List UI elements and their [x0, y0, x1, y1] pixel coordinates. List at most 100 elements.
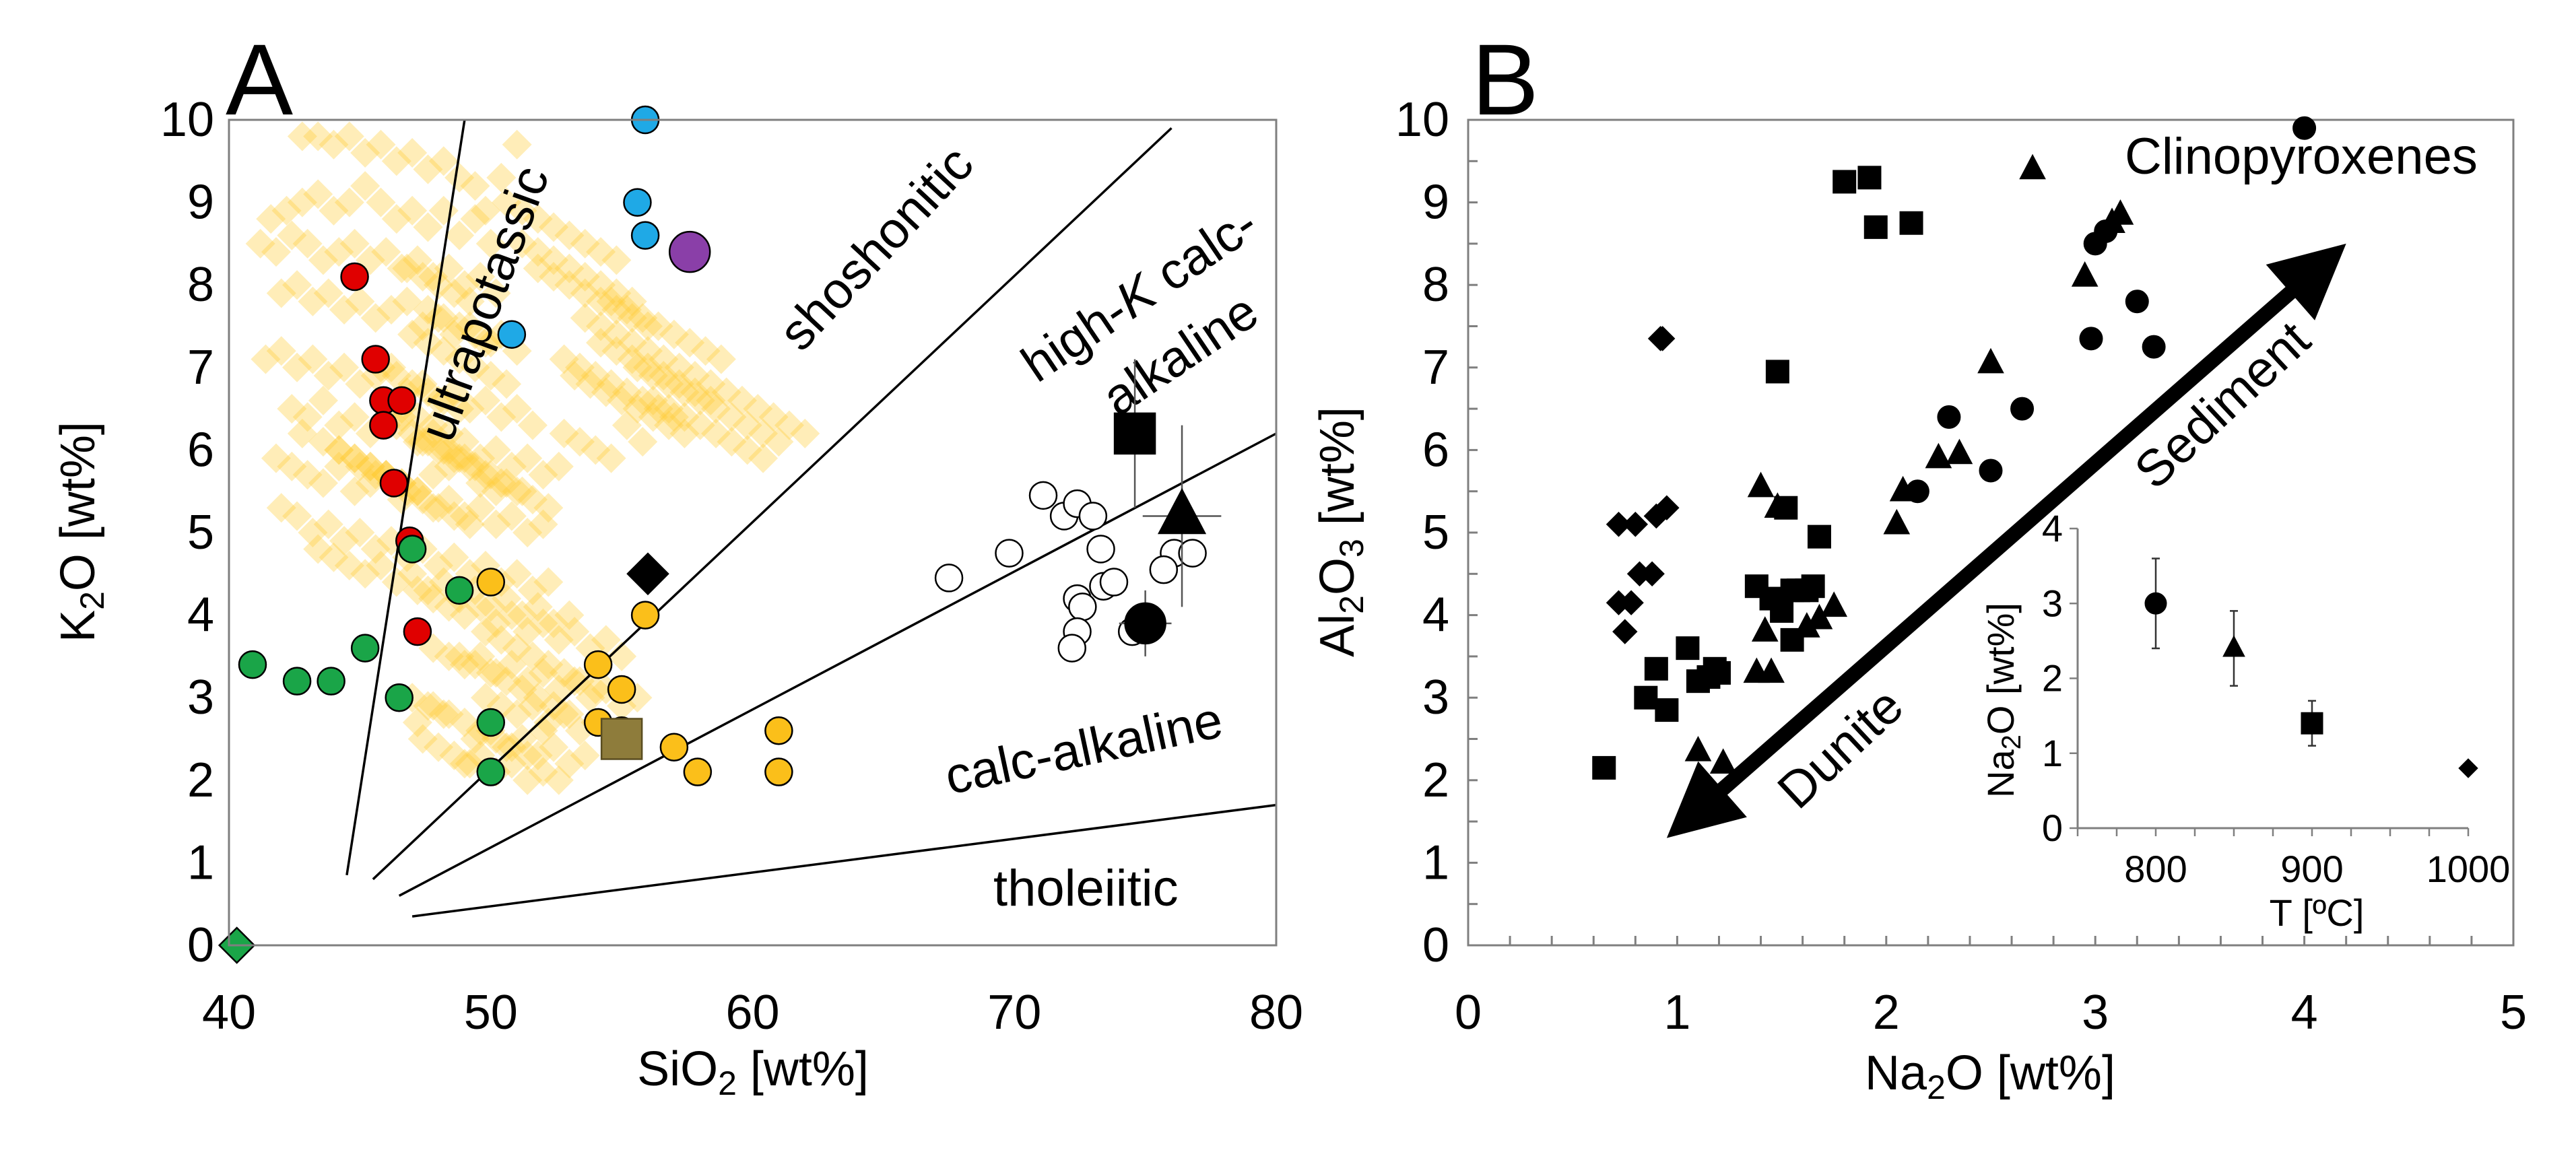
background-diamond: [402, 575, 432, 605]
point-orange-circles: [764, 716, 793, 745]
large-markers: [600, 230, 1222, 760]
background-diamond: [607, 641, 637, 671]
background-diamond: [392, 286, 422, 316]
background-diamond: [460, 451, 490, 481]
background-diamond: [439, 542, 469, 572]
background-diamond: [424, 732, 453, 762]
background-diamond: [533, 567, 564, 597]
background-diamond: [475, 460, 506, 490]
background-diamond: [271, 195, 302, 226]
background-diamond: [428, 435, 459, 465]
background-diamond: [517, 410, 548, 440]
background-diamond: [570, 261, 600, 292]
annotation-dunite: Dunite: [1767, 677, 1915, 819]
y-tick-label-a: 3: [187, 671, 214, 724]
x-tick-label-a: 50: [464, 986, 518, 1040]
background-diamond: [350, 171, 381, 201]
point-green-circles: [317, 667, 345, 696]
background-diamond: [502, 559, 532, 589]
background-diamond: [418, 460, 449, 490]
background-diamond: [439, 319, 469, 349]
point-squares: [1899, 211, 1923, 235]
point-squares: [1644, 656, 1668, 681]
background-diamond: [324, 237, 354, 267]
background-diamond: [339, 476, 370, 506]
background-diamond: [460, 171, 490, 201]
background-diamond: [554, 253, 585, 283]
background-diamond: [543, 451, 574, 481]
background-diamond: [470, 617, 500, 647]
background-diamond: [465, 261, 496, 292]
background-diamond: [507, 600, 537, 630]
point-green-circles: [444, 576, 474, 605]
point-green-circles: [385, 683, 414, 712]
trend-arrow: [1666, 243, 2346, 838]
background-diamond: [434, 484, 464, 514]
point-circles: [2292, 116, 2317, 140]
point-orange-circles: [630, 601, 660, 630]
background-diamond: [402, 245, 432, 275]
point-circles: [2079, 327, 2103, 351]
background-diamond: [439, 741, 469, 771]
background-diamond: [339, 443, 370, 473]
y-axis-title-a: K2O [wt%]: [51, 421, 111, 642]
point-squares: [1634, 685, 1658, 710]
background-diamond: [324, 435, 354, 465]
background-diamond: [313, 361, 343, 391]
background-diamond: [444, 220, 475, 250]
x-tick-label-b: 5: [2500, 986, 2527, 1040]
background-diamond: [397, 138, 428, 168]
point-triangles: [1977, 347, 2004, 374]
background-diamond: [486, 625, 517, 655]
background-diamond: [654, 394, 684, 424]
y-tick-label-b: 2: [1422, 753, 1449, 807]
point-red-circles: [387, 386, 416, 415]
background-diamond: [407, 484, 438, 514]
background-diamond: [717, 402, 747, 432]
point-triangles: [1747, 471, 1775, 498]
background-diamond: [266, 336, 296, 366]
background-diamond: [256, 204, 286, 234]
point-circles: [2125, 290, 2149, 314]
background-diamond: [774, 410, 804, 440]
background-diamond: [355, 468, 385, 498]
background-diamond: [628, 427, 658, 457]
background-diamond: [617, 344, 647, 374]
background-diamond: [685, 385, 715, 415]
inset-point-triangle: [2222, 635, 2245, 657]
background-diamond: [581, 435, 611, 465]
background-diamond: [324, 410, 354, 440]
background-diamond: [596, 286, 626, 316]
background-diamond: [439, 501, 469, 531]
background-diamond: [381, 567, 411, 597]
background-diamond: [764, 427, 794, 457]
background-diamond: [324, 435, 354, 465]
point-green-circles: [476, 708, 505, 737]
trend-arrow-head-dunite: [1666, 761, 1747, 838]
background-diamond: [465, 641, 496, 671]
background-diamond: [601, 336, 632, 366]
y-tick-label-b: 9: [1422, 176, 1449, 230]
background-diamond: [266, 278, 296, 308]
background-diamond: [575, 369, 605, 399]
point-squares: [1832, 170, 1857, 194]
background-diamond: [339, 402, 370, 432]
background-diamond: [633, 336, 663, 366]
point-triangles: [1820, 591, 1848, 617]
plot-area-b: [1467, 118, 2515, 947]
background-diamond: [659, 402, 689, 432]
background-diamond: [586, 311, 616, 341]
point-triangles: [2107, 199, 2134, 225]
background-diamond: [622, 394, 653, 424]
panel-a-letter: A: [226, 23, 293, 136]
background-diamond: [638, 385, 668, 415]
background-diamond: [428, 336, 459, 366]
background-diamond: [413, 691, 443, 721]
background-diamond: [245, 228, 275, 259]
point-open-circles: [1068, 592, 1097, 621]
x-tick-label-a: 80: [1249, 986, 1303, 1040]
background-diamond: [282, 352, 312, 382]
background-diamond: [387, 253, 417, 283]
background-diamond: [392, 253, 422, 283]
boundary-line-ultrapotassic-shoshonitic: [345, 119, 466, 876]
